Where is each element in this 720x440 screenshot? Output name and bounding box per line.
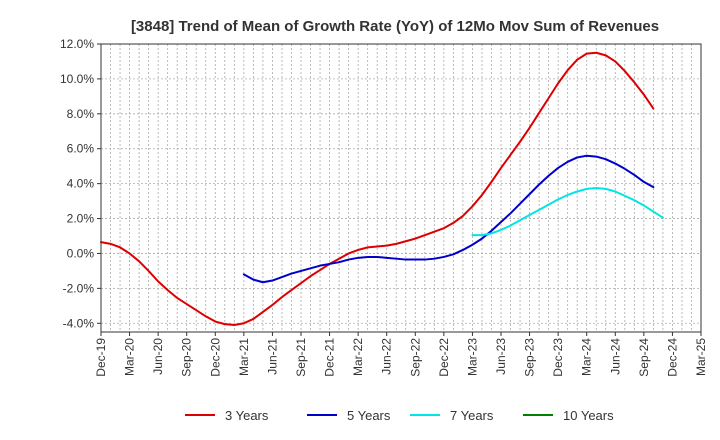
y-tick-label: 0.0% [67,246,95,260]
series-line-3-years [100,51,655,327]
x-tick-label: Dec-19 [94,338,108,377]
y-tick-label: 8.0% [67,107,95,121]
x-tick-label: Sep-20 [180,338,194,377]
series-line-5-years [242,154,655,284]
x-tick-label: Mar-24 [580,338,594,376]
x-tick-label: Jun-23 [494,338,508,375]
y-tick-label: -4.0% [63,316,95,330]
x-tick-label: Dec-20 [208,338,222,377]
x-tick-label: Dec-21 [323,338,337,377]
x-tick-label: Dec-23 [551,338,565,377]
y-tick-label: 12.0% [60,37,94,51]
y-tick-label: 6.0% [67,142,95,156]
y-axis: 12.0% 10.0% 8.0% 6.0% 4.0% 2.0% 0.0% -2.0% -4.0% [60,37,101,330]
x-tick-label: Dec-22 [437,338,451,377]
x-tick-label: Mar-20 [123,338,137,376]
x-tick-label: Sep-23 [523,338,537,377]
plot-border [100,43,702,333]
x-tick-label: Mar-25 [694,338,708,376]
grid [101,43,701,332]
x-tick-label: Sep-21 [294,338,308,377]
legend-label-5-years: 5 Years [347,408,391,423]
y-tick-label: 10.0% [60,72,94,86]
legend: 3 Years 5 Years 7 Years 10 Years [185,408,614,423]
plot-area [101,44,701,332]
x-tick-label: Dec-24 [665,338,679,377]
series-lines [100,51,664,327]
series-line-7-years [471,187,664,237]
y-tick-label: -2.0% [63,281,95,295]
y-tick-label: 2.0% [67,212,95,226]
x-tick-label: Jun-24 [608,338,622,375]
x-tick-label: Sep-22 [408,338,422,377]
x-tick-label: Mar-23 [465,338,479,376]
y-tick-label: 4.0% [67,177,95,191]
legend-label-10-years: 10 Years [563,408,614,423]
x-tick-label: Jun-20 [151,338,165,375]
x-tick-label: Mar-22 [351,338,365,376]
chart-title: [3848] Trend of Mean of Growth Rate (YoY… [131,18,659,35]
x-tick-label: Jun-21 [265,338,279,375]
legend-label-3-years: 3 Years [225,408,269,423]
x-tick-label: Jun-22 [380,338,394,375]
x-tick-label: Mar-21 [237,338,251,376]
legend-label-7-years: 7 Years [450,408,494,423]
x-axis: Dec-19 Mar-20 Jun-20 Sep-20 Dec-20 Mar-21 Jun-… [94,332,708,377]
x-tick-label: Sep-24 [637,338,651,377]
